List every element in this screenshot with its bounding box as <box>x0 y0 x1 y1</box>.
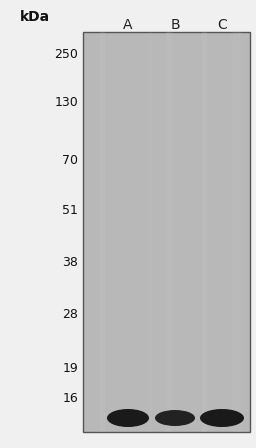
Text: 51: 51 <box>62 203 78 216</box>
Bar <box>148 32 152 432</box>
Bar <box>167 32 170 432</box>
Ellipse shape <box>107 409 149 427</box>
Ellipse shape <box>200 409 244 427</box>
Text: 250: 250 <box>54 48 78 61</box>
Bar <box>231 32 236 432</box>
Text: 28: 28 <box>62 309 78 322</box>
Bar <box>83 32 250 432</box>
Text: kDa: kDa <box>20 10 50 24</box>
Text: 19: 19 <box>62 362 78 375</box>
Text: 38: 38 <box>62 255 78 268</box>
Bar <box>234 32 240 432</box>
Text: 130: 130 <box>54 96 78 109</box>
Text: C: C <box>217 18 227 32</box>
Bar <box>100 32 105 432</box>
Text: 70: 70 <box>62 154 78 167</box>
Bar <box>166 32 173 432</box>
Text: 16: 16 <box>62 392 78 405</box>
Ellipse shape <box>155 410 195 426</box>
Text: A: A <box>123 18 133 32</box>
Bar <box>237 32 242 432</box>
Bar <box>201 32 207 432</box>
Text: B: B <box>170 18 180 32</box>
